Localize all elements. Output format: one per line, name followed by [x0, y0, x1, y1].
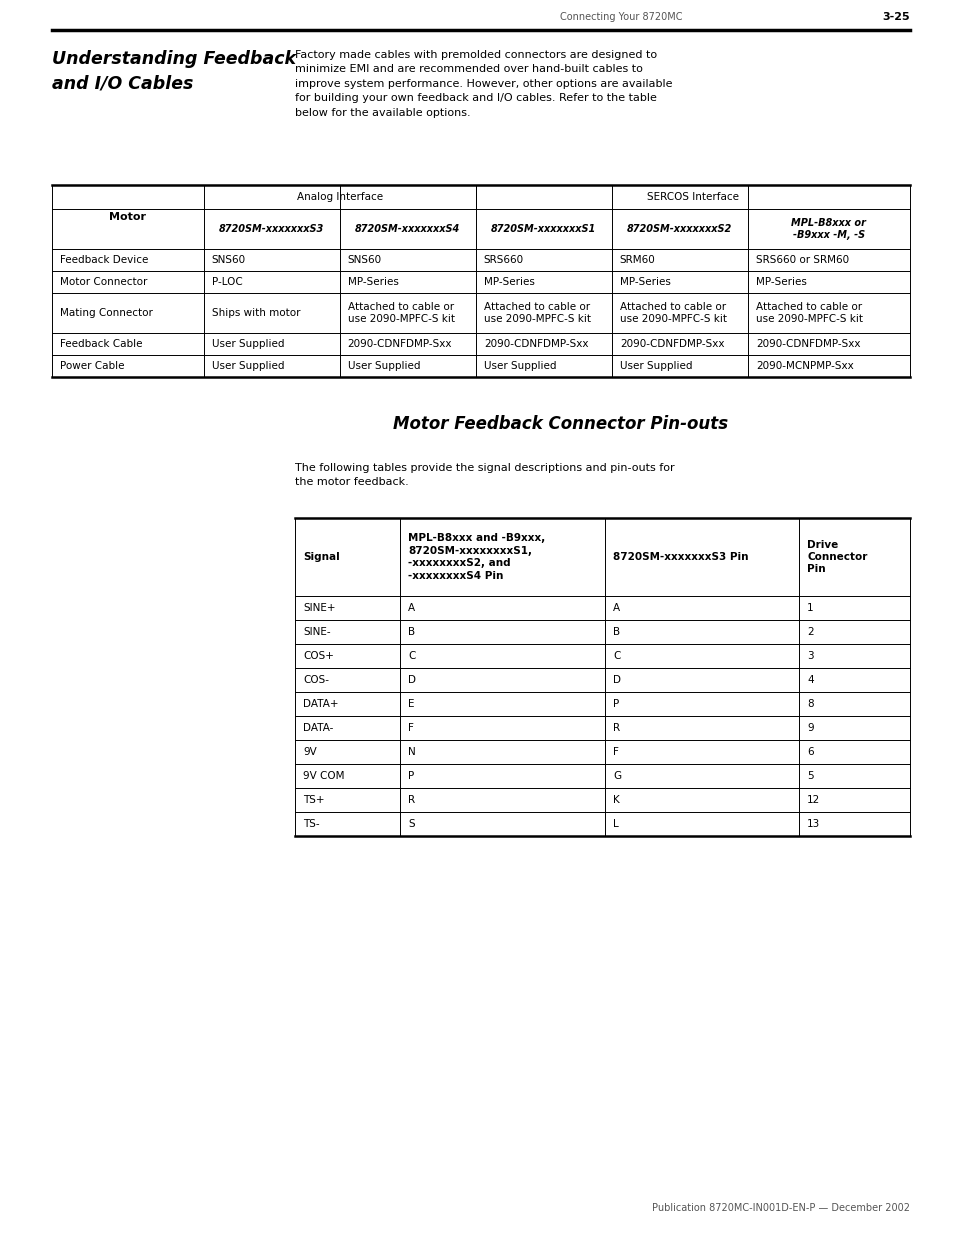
Text: 2: 2 — [806, 627, 813, 637]
Text: SERCOS Interface: SERCOS Interface — [646, 191, 739, 203]
Text: F: F — [408, 722, 414, 734]
Text: SINE+: SINE+ — [303, 603, 335, 613]
Text: E: E — [408, 699, 415, 709]
Text: Feedback Cable: Feedback Cable — [60, 338, 142, 350]
Text: 8720SM-xxxxxxxS2: 8720SM-xxxxxxxS2 — [626, 224, 732, 233]
Text: User Supplied: User Supplied — [348, 361, 420, 370]
Text: Drive
Connector
Pin: Drive Connector Pin — [806, 540, 866, 574]
Text: MP-Series: MP-Series — [483, 277, 534, 287]
Text: Factory made cables with premolded connectors are designed to
minimize EMI and a: Factory made cables with premolded conne… — [294, 49, 672, 117]
Text: Motor Connector: Motor Connector — [60, 277, 147, 287]
Text: COS-: COS- — [303, 676, 329, 685]
Text: 12: 12 — [806, 795, 820, 805]
Text: SRS660 or SRM60: SRS660 or SRM60 — [755, 254, 848, 266]
Text: 2090-CDNFDMP-Sxx: 2090-CDNFDMP-Sxx — [483, 338, 588, 350]
Text: 8720SM-xxxxxxxS3 Pin: 8720SM-xxxxxxxS3 Pin — [613, 552, 748, 562]
Text: 4: 4 — [806, 676, 813, 685]
Text: 9V COM: 9V COM — [303, 771, 344, 781]
Text: SNS60: SNS60 — [348, 254, 381, 266]
Text: 3-25: 3-25 — [882, 12, 909, 22]
Text: D: D — [613, 676, 620, 685]
Text: P: P — [613, 699, 618, 709]
Text: P: P — [408, 771, 415, 781]
Text: User Supplied: User Supplied — [212, 361, 284, 370]
Text: SNS60: SNS60 — [212, 254, 246, 266]
Text: DATA-: DATA- — [303, 722, 333, 734]
Text: MP-Series: MP-Series — [619, 277, 670, 287]
Text: Publication 8720MC-IN001D-EN-P — December 2002: Publication 8720MC-IN001D-EN-P — Decembe… — [651, 1203, 909, 1213]
Text: MPL-B8xxx or
-B9xxx -M, -S: MPL-B8xxx or -B9xxx -M, -S — [791, 217, 865, 240]
Text: 8720SM-xxxxxxxS4: 8720SM-xxxxxxxS4 — [355, 224, 460, 233]
Text: Attached to cable or
use 2090-MPFC-S kit: Attached to cable or use 2090-MPFC-S kit — [755, 301, 862, 325]
Text: N: N — [408, 747, 416, 757]
Text: SINE-: SINE- — [303, 627, 331, 637]
Text: R: R — [613, 722, 619, 734]
Text: A: A — [408, 603, 415, 613]
Text: 5: 5 — [806, 771, 813, 781]
Text: MP-Series: MP-Series — [755, 277, 806, 287]
Text: 9V: 9V — [303, 747, 316, 757]
Text: User Supplied: User Supplied — [212, 338, 284, 350]
Text: 1: 1 — [806, 603, 813, 613]
Text: SRM60: SRM60 — [619, 254, 655, 266]
Text: Feedback Device: Feedback Device — [60, 254, 149, 266]
Text: 13: 13 — [806, 819, 820, 829]
Text: B: B — [613, 627, 619, 637]
Text: P-LOC: P-LOC — [212, 277, 242, 287]
Text: 3: 3 — [806, 651, 813, 661]
Text: Motor: Motor — [110, 212, 146, 222]
Text: C: C — [408, 651, 416, 661]
Text: 9: 9 — [806, 722, 813, 734]
Text: 2090-CDNFDMP-Sxx: 2090-CDNFDMP-Sxx — [348, 338, 452, 350]
Text: Analog Interface: Analog Interface — [296, 191, 382, 203]
Text: 2090-MCNPMP-Sxx: 2090-MCNPMP-Sxx — [755, 361, 853, 370]
Text: S: S — [408, 819, 415, 829]
Text: MP-Series: MP-Series — [348, 277, 398, 287]
Text: The following tables provide the signal descriptions and pin-outs for
the motor : The following tables provide the signal … — [294, 463, 674, 488]
Text: Power Cable: Power Cable — [60, 361, 125, 370]
Text: SRS660: SRS660 — [483, 254, 523, 266]
Text: 8720SM-xxxxxxxS3: 8720SM-xxxxxxxS3 — [219, 224, 324, 233]
Text: C: C — [613, 651, 620, 661]
Text: Connecting Your 8720MC: Connecting Your 8720MC — [559, 12, 681, 22]
Text: K: K — [613, 795, 619, 805]
Text: DATA+: DATA+ — [303, 699, 338, 709]
Text: 8: 8 — [806, 699, 813, 709]
Text: 2090-CDNFDMP-Sxx: 2090-CDNFDMP-Sxx — [755, 338, 860, 350]
Text: 6: 6 — [806, 747, 813, 757]
Text: User Supplied: User Supplied — [619, 361, 692, 370]
Text: Motor Feedback Connector Pin-outs: Motor Feedback Connector Pin-outs — [393, 415, 728, 433]
Text: F: F — [613, 747, 618, 757]
Text: 2090-CDNFDMP-Sxx: 2090-CDNFDMP-Sxx — [619, 338, 723, 350]
Text: Understanding Feedback
and I/O Cables: Understanding Feedback and I/O Cables — [52, 49, 295, 93]
Text: B: B — [408, 627, 415, 637]
Text: Attached to cable or
use 2090-MPFC-S kit: Attached to cable or use 2090-MPFC-S kit — [348, 301, 455, 325]
Text: Mating Connector: Mating Connector — [60, 308, 152, 317]
Text: COS+: COS+ — [303, 651, 334, 661]
Text: D: D — [408, 676, 416, 685]
Text: User Supplied: User Supplied — [483, 361, 556, 370]
Text: L: L — [613, 819, 618, 829]
Text: G: G — [613, 771, 620, 781]
Text: Attached to cable or
use 2090-MPFC-S kit: Attached to cable or use 2090-MPFC-S kit — [619, 301, 726, 325]
Text: MPL-B8xxx and -B9xxx,
8720SM-xxxxxxxxS1,
-xxxxxxxxS2, and
-xxxxxxxxS4 Pin: MPL-B8xxx and -B9xxx, 8720SM-xxxxxxxxS1,… — [408, 534, 545, 580]
Text: TS-: TS- — [303, 819, 319, 829]
Text: Signal: Signal — [303, 552, 339, 562]
Text: Attached to cable or
use 2090-MPFC-S kit: Attached to cable or use 2090-MPFC-S kit — [483, 301, 590, 325]
Text: R: R — [408, 795, 415, 805]
Text: TS+: TS+ — [303, 795, 324, 805]
Text: A: A — [613, 603, 619, 613]
Text: Ships with motor: Ships with motor — [212, 308, 300, 317]
Text: 8720SM-xxxxxxxS1: 8720SM-xxxxxxxS1 — [491, 224, 596, 233]
